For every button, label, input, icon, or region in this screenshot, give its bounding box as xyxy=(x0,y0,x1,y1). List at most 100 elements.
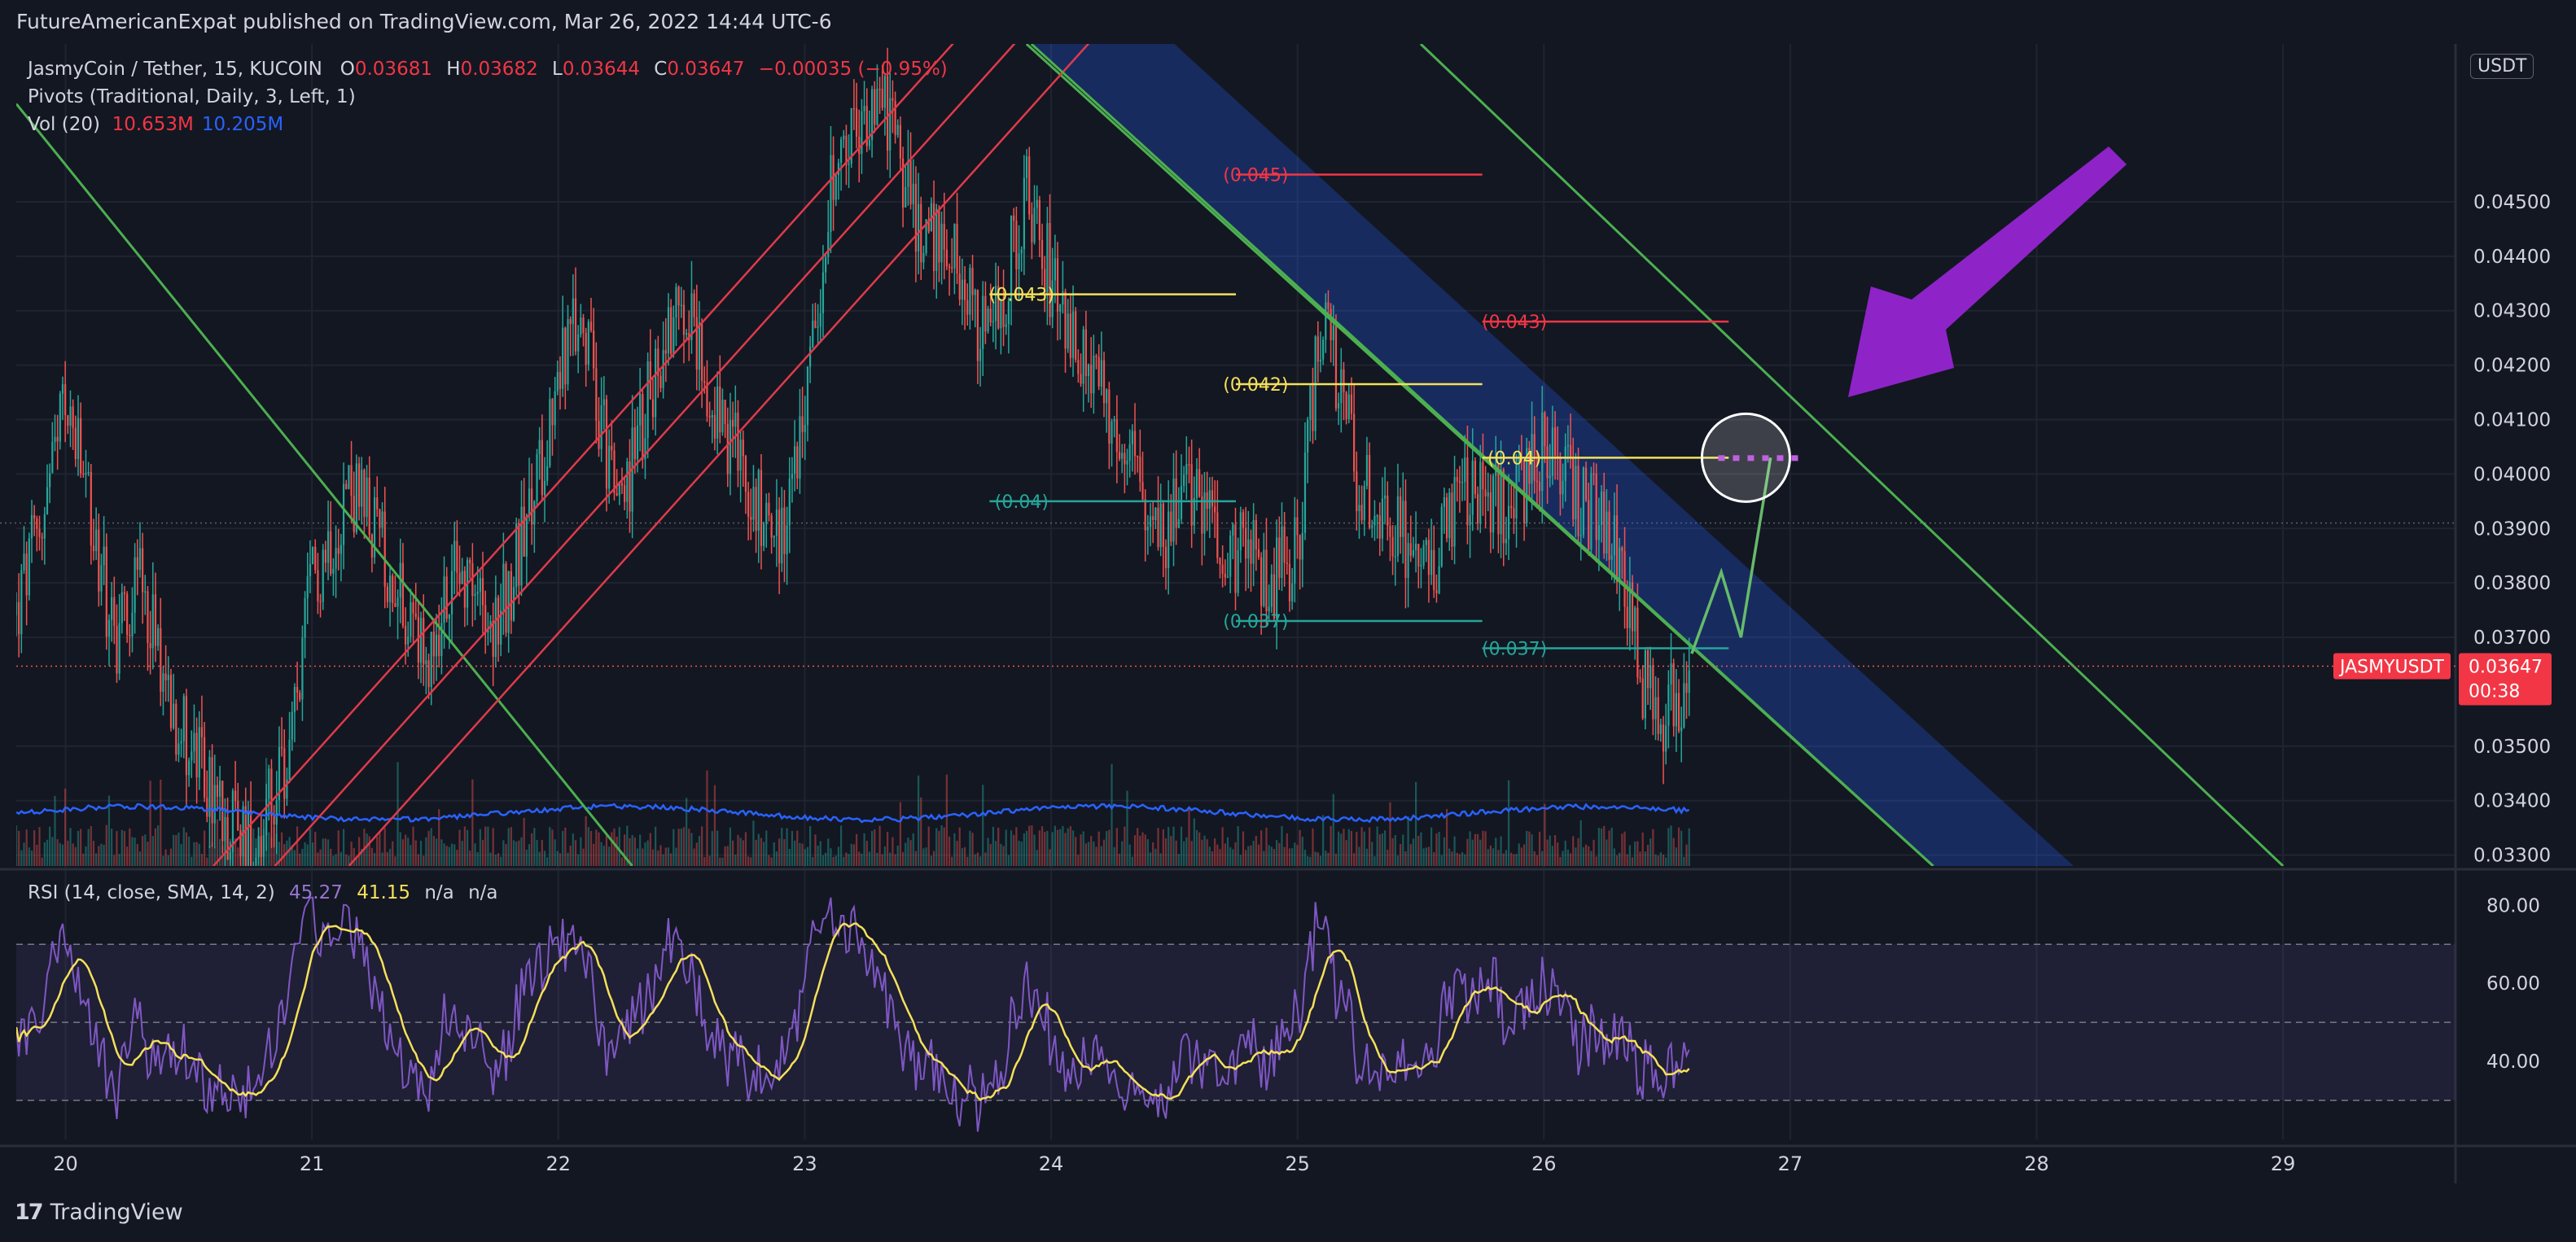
rsi-legend[interactable]: RSI (14, close, SMA, 14, 2) 45.27 41.15 … xyxy=(28,882,498,903)
candle-body xyxy=(1358,505,1360,511)
candle xyxy=(549,387,551,469)
candle xyxy=(788,457,791,553)
candle-body xyxy=(997,286,1000,329)
candle-body xyxy=(992,321,994,323)
candle xyxy=(600,377,602,462)
volume-bar xyxy=(450,843,453,866)
close-label: C xyxy=(654,59,668,80)
candle xyxy=(296,662,299,711)
candle xyxy=(1314,335,1316,440)
candle-body xyxy=(624,485,626,502)
volume-bar xyxy=(98,846,100,866)
candle xyxy=(770,513,773,554)
candle xyxy=(376,476,379,517)
candle-body xyxy=(642,393,644,460)
candle xyxy=(1255,514,1257,571)
candle-body xyxy=(1121,453,1124,459)
candle-body xyxy=(134,557,136,613)
candle xyxy=(1291,567,1294,610)
candle xyxy=(67,414,69,435)
volume-bar xyxy=(605,833,608,866)
candle xyxy=(670,299,672,356)
candle xyxy=(616,469,618,496)
tradingview-brand[interactable]: 17 TradingView xyxy=(15,1200,183,1225)
candle-body xyxy=(1330,308,1332,341)
candle xyxy=(1631,575,1634,645)
candle xyxy=(1608,500,1610,573)
candle-body xyxy=(195,733,198,778)
candle-body xyxy=(1608,511,1610,560)
volume-bar xyxy=(1407,816,1409,866)
volume-bar xyxy=(788,849,791,866)
volume-bar xyxy=(33,830,36,866)
candle-body xyxy=(796,446,799,479)
volume-bar xyxy=(1234,842,1237,866)
symbol-name[interactable]: JasmyCoin / Tether, 15, KUCOIN xyxy=(28,59,322,80)
candle xyxy=(355,454,358,535)
candle-body xyxy=(605,399,608,489)
currency-badge[interactable]: USDT xyxy=(2470,54,2534,79)
candle-body xyxy=(1538,481,1541,492)
candle-body xyxy=(1232,524,1234,536)
volume-bar xyxy=(768,855,770,866)
candle xyxy=(618,481,620,505)
volume-bar xyxy=(1634,842,1636,866)
volume-bar xyxy=(773,842,775,866)
volume-bar xyxy=(595,829,598,866)
volume-bar xyxy=(874,829,876,866)
candle xyxy=(1069,295,1071,368)
candle xyxy=(711,409,713,444)
volume-bar xyxy=(876,852,878,866)
candle xyxy=(821,244,825,338)
candle xyxy=(219,765,221,821)
volume-bar xyxy=(1347,829,1350,866)
volume-bar xyxy=(204,830,206,866)
candle-body xyxy=(324,549,327,563)
volume-bar xyxy=(1232,849,1234,866)
candle xyxy=(1005,314,1007,335)
candle-body xyxy=(38,528,41,537)
candle xyxy=(116,604,118,684)
candle-body xyxy=(237,801,239,831)
candle xyxy=(80,402,82,479)
candle xyxy=(1201,474,1203,566)
volume-row[interactable]: Vol (20) 10.653M 10.205M xyxy=(28,111,956,138)
volume-bar xyxy=(852,844,856,866)
candle-body xyxy=(644,438,646,460)
volume-bar xyxy=(512,840,515,866)
volume-histogram xyxy=(16,758,1690,866)
candle xyxy=(938,205,940,282)
volume-bar xyxy=(987,837,989,866)
candle xyxy=(419,611,423,684)
candle xyxy=(64,361,67,443)
candle xyxy=(1440,503,1443,568)
candle-body xyxy=(226,816,229,859)
pivots-indicator-label[interactable]: Pivots (Traditional, Daily, 3, Left, 1) xyxy=(28,86,356,107)
candle xyxy=(1208,477,1211,539)
candle-body xyxy=(602,399,605,405)
volume-bar xyxy=(901,851,905,866)
rsi-tick-label: 80.00 xyxy=(2486,895,2540,916)
candle-body xyxy=(322,549,324,602)
candle xyxy=(373,487,376,564)
volume-bar xyxy=(1536,855,1539,866)
candle-body xyxy=(768,502,770,516)
volume-bar xyxy=(1430,827,1433,866)
volume-bar xyxy=(1675,847,1677,866)
volume-bar xyxy=(1028,825,1031,866)
candle xyxy=(92,518,95,561)
candle-body xyxy=(814,320,817,328)
volume-bar xyxy=(1644,851,1646,866)
candle xyxy=(1414,511,1417,573)
candle-body xyxy=(1425,540,1427,545)
candle xyxy=(299,689,301,702)
volume-bar xyxy=(1139,835,1141,866)
candle xyxy=(90,464,92,565)
candle xyxy=(208,750,211,849)
candle xyxy=(111,581,113,642)
candle xyxy=(1133,403,1137,475)
volume-bar xyxy=(72,843,74,866)
volume-bar xyxy=(1613,848,1615,866)
volume-bar xyxy=(839,825,843,866)
